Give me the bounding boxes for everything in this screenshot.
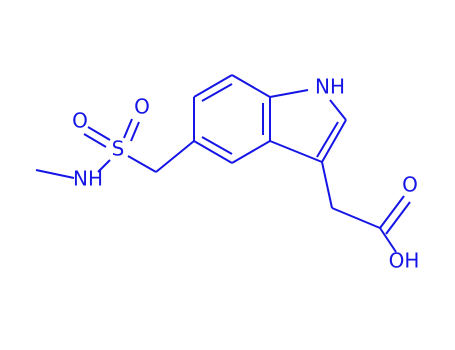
atom-label: O [402, 173, 418, 197]
bond [331, 207, 381, 229]
bond [379, 227, 397, 253]
bond [321, 161, 333, 209]
bond [35, 169, 75, 179]
bond [130, 121, 140, 142]
atom-label: S [112, 137, 125, 161]
bond [155, 140, 195, 173]
bond [269, 89, 309, 98]
atom-labels: NH O O S NH O OH [72, 75, 419, 273]
bond [201, 136, 233, 155]
bond [87, 126, 111, 141]
bond [83, 133, 107, 148]
atom-label: NH [315, 75, 345, 99]
atom-label: O [134, 95, 150, 119]
bond [269, 140, 323, 163]
bond [127, 155, 157, 173]
bond [385, 201, 411, 235]
bond [321, 119, 347, 163]
atom-label: O [72, 109, 88, 133]
bond [123, 118, 133, 139]
bond [329, 99, 347, 121]
bond [231, 140, 271, 164]
bonds [35, 74, 411, 253]
bond [316, 121, 339, 158]
bond [193, 74, 233, 98]
bond [193, 140, 233, 164]
bond [201, 83, 233, 102]
bond [231, 74, 271, 98]
atom-label: NH [73, 167, 103, 191]
atom-label: OH [389, 249, 420, 273]
bond [97, 159, 111, 173]
bond [379, 195, 405, 229]
